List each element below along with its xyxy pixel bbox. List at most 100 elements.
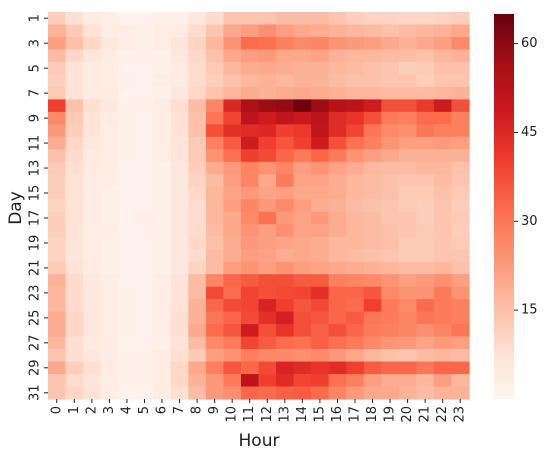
heatmap-cell [381, 74, 400, 88]
heatmap-cell [416, 274, 435, 288]
heatmap-cell [293, 299, 312, 313]
heatmap-cell [205, 361, 225, 375]
heatmap-cell [223, 186, 242, 200]
heatmap-cell [205, 86, 225, 100]
heatmap-cell [100, 274, 119, 288]
heatmap-cell [328, 374, 347, 388]
heatmap-cell [398, 211, 417, 225]
heatmap-cell [433, 261, 453, 275]
heatmap-cell [398, 36, 417, 51]
heatmap-cell [258, 236, 277, 250]
heatmap-cell [416, 361, 435, 375]
heatmap-cell [48, 36, 67, 51]
heatmap-cell [118, 249, 137, 263]
heatmap-cell [65, 49, 84, 63]
heatmap-cell [293, 99, 312, 113]
heatmap-cell [223, 161, 242, 175]
x-tick-label: 2 [84, 406, 99, 414]
heatmap-cell [293, 199, 312, 213]
x-tick-label: 7 [172, 406, 187, 414]
heatmap-cell [293, 311, 312, 325]
heatmap-cell [451, 199, 470, 213]
heatmap-cell [328, 124, 347, 138]
heatmap-cell [276, 324, 295, 338]
heatmap-cell [293, 324, 312, 338]
heatmap-cell [276, 211, 295, 225]
heatmap-cell [223, 349, 242, 363]
heatmap-cell [135, 349, 154, 363]
heatmap-cell [153, 361, 172, 375]
heatmap-cell [240, 361, 260, 375]
heatmap-cell [100, 211, 119, 225]
heatmap-cell [205, 99, 225, 113]
heatmap-cell [170, 136, 189, 150]
heatmap-cell [153, 249, 172, 263]
heatmap-cell [65, 336, 84, 350]
heatmap-cell [188, 136, 207, 150]
heatmap-cell [118, 99, 137, 113]
heatmap-cell [433, 74, 453, 88]
heatmap-cell [188, 311, 207, 325]
y-tick-label: 21 [28, 260, 43, 277]
heatmap-cell [223, 299, 242, 313]
heatmap-cell [381, 99, 400, 113]
heatmap-cell [83, 386, 102, 400]
heatmap-cell [276, 349, 295, 363]
heatmap-cell [170, 236, 189, 250]
heatmap-cell [311, 161, 330, 175]
heatmap-cell [381, 61, 400, 76]
heatmap-cell [293, 261, 312, 275]
heatmap-cell [398, 361, 417, 375]
heatmap-cell [188, 224, 207, 238]
heatmap-cell [398, 161, 417, 175]
heatmap-cell [240, 74, 260, 88]
colorbar [494, 14, 514, 399]
heatmap-cell [276, 49, 295, 63]
heatmap-cell [363, 349, 382, 363]
heatmap-cell [363, 324, 382, 338]
heatmap-cell [83, 86, 102, 100]
heatmap-cell [363, 374, 382, 388]
heatmap-cell [276, 236, 295, 250]
heatmap-cell [433, 24, 453, 38]
heatmap-cell [153, 149, 172, 163]
heatmap-cell [65, 374, 84, 388]
heatmap-cell [293, 361, 312, 375]
heatmap-cell [135, 86, 154, 100]
heatmap-cell [416, 374, 435, 388]
heatmap-cell [188, 249, 207, 263]
x-tick-label: 3 [102, 406, 117, 414]
heatmap-cell [223, 86, 242, 100]
heatmap-cell [416, 386, 435, 400]
heatmap-cell [328, 12, 347, 26]
heatmap-cell [188, 24, 207, 38]
heatmap-cell [416, 336, 435, 350]
heatmap-cell [135, 311, 154, 325]
heatmap-cell [240, 24, 260, 38]
heatmap-cell [433, 224, 453, 238]
heatmap-cell [346, 12, 365, 26]
heatmap-cell [205, 124, 225, 138]
heatmap-cell [223, 61, 242, 76]
heatmap-cell [451, 374, 470, 388]
heatmap-cell [100, 374, 119, 388]
heatmap-cell [100, 149, 119, 163]
heatmap-cell [83, 211, 102, 225]
heatmap-cell [276, 136, 295, 150]
heatmap-cell [293, 136, 312, 150]
heatmap-cell [381, 86, 400, 100]
heatmap-cell [223, 136, 242, 150]
heatmap-cell [416, 136, 435, 150]
colorbar-tick-label: 15 [521, 303, 538, 318]
heatmap-cell [293, 336, 312, 350]
heatmap-cell [416, 99, 435, 113]
heatmap-cell [100, 86, 119, 100]
heatmap-cell [433, 136, 453, 150]
heatmap-cell [416, 124, 435, 138]
heatmap-cell [205, 12, 225, 26]
heatmap-cell [100, 249, 119, 263]
heatmap-cell [205, 261, 225, 275]
heatmap-cell [65, 111, 84, 125]
x-tick-label: 23 [453, 406, 468, 423]
heatmap-cell [100, 336, 119, 350]
